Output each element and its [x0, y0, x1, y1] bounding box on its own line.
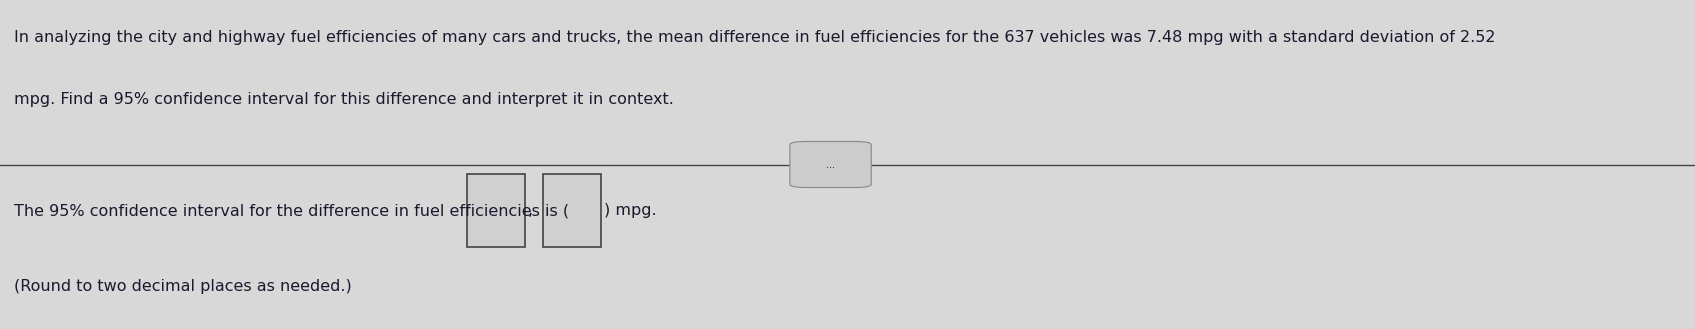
- Text: ...: ...: [825, 160, 836, 169]
- Bar: [468, 174, 525, 247]
- Text: The 95% confidence interval for the difference in fuel efficiencies is (: The 95% confidence interval for the diff…: [14, 203, 570, 218]
- Text: ,: ,: [529, 203, 534, 218]
- Text: mpg. Find a 95% confidence interval for this difference and interpret it in cont: mpg. Find a 95% confidence interval for …: [14, 92, 673, 107]
- Text: (Round to two decimal places as needed.): (Round to two decimal places as needed.): [14, 279, 351, 294]
- FancyBboxPatch shape: [790, 141, 871, 188]
- Text: In analyzing the city and highway fuel efficiencies of many cars and trucks, the: In analyzing the city and highway fuel e…: [14, 30, 1495, 45]
- Bar: [544, 174, 602, 247]
- Text: ) mpg.: ) mpg.: [605, 203, 658, 218]
